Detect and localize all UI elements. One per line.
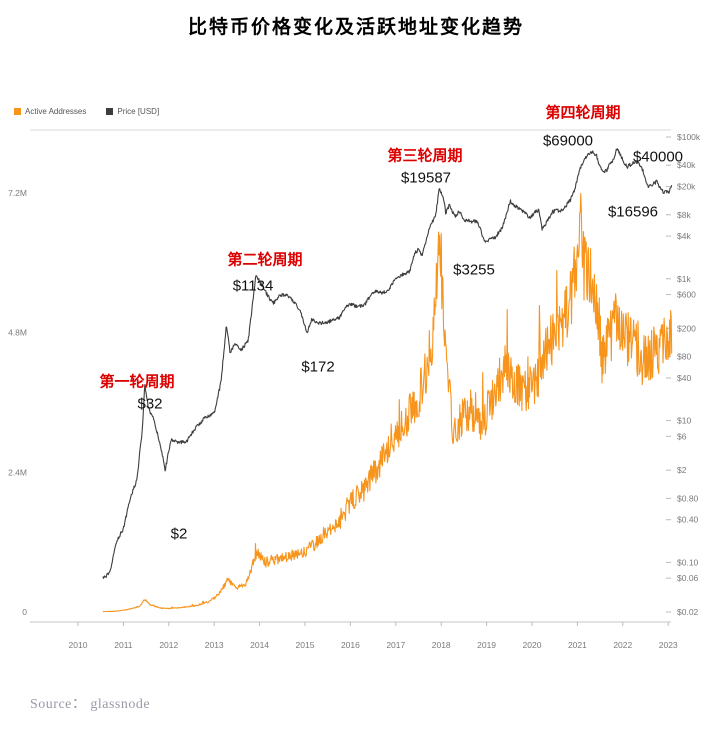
right-axis-label: $20k	[677, 182, 696, 192]
active-addresses-line	[102, 193, 673, 613]
x-axis-label: 2017	[386, 640, 405, 650]
right-axis-label: $80	[677, 352, 691, 362]
legend: Active Addresses Price [USD]	[14, 107, 159, 116]
right-axis-label: $8k	[677, 210, 691, 220]
right-axis-label: $40	[677, 373, 691, 383]
x-axis-label: 2013	[205, 640, 224, 650]
x-axis-label: 2016	[341, 640, 360, 650]
page-title: 比特币价格变化及活跃地址变化趋势	[187, 17, 524, 38]
left-axis-label: 4.8M	[8, 328, 27, 338]
right-axis-label: $100k	[677, 132, 701, 142]
right-axis-label: $1k	[677, 274, 691, 284]
legend-item-price: Price [USD]	[106, 107, 159, 116]
legend-item-active-addresses: Active Addresses	[14, 107, 86, 116]
left-axis-label: 2.4M	[8, 467, 27, 477]
right-axis-label: $6	[677, 431, 687, 441]
right-axis-label: $0.10	[677, 557, 699, 567]
x-axis-label: 2014	[250, 640, 269, 650]
right-axis-label: $600	[677, 290, 696, 300]
right-axis-label: $10	[677, 416, 691, 426]
x-axis-label: 2019	[477, 640, 496, 650]
right-axis-label: $0.40	[677, 515, 699, 525]
left-axis-label: 0	[22, 607, 27, 617]
x-axis-label: 2012	[159, 640, 178, 650]
x-axis-label: 2020	[523, 640, 542, 650]
right-axis-label: $0.02	[677, 607, 699, 617]
left-axis-label: 7.2M	[8, 188, 27, 198]
right-axis-label: $0.06	[677, 573, 699, 583]
right-axis-label: $4k	[677, 231, 691, 241]
legend-label-price: Price [USD]	[117, 107, 160, 116]
active-addresses-swatch-icon	[14, 108, 21, 115]
x-axis-label: 2023	[659, 640, 678, 650]
right-axis-label: $2	[677, 465, 687, 475]
legend-label-active-addresses: Active Addresses	[25, 107, 87, 116]
right-axis-label: $40k	[677, 160, 696, 170]
x-axis-label: 2022	[613, 640, 632, 650]
x-axis-label: 2021	[568, 640, 587, 650]
x-axis-label: 2018	[432, 640, 451, 650]
x-axis-label: 2010	[69, 640, 88, 650]
x-axis-label: 2015	[296, 640, 315, 650]
source-credit: Source： glassnode	[30, 697, 151, 712]
right-axis-label: $200	[677, 323, 696, 333]
price-line	[102, 148, 673, 579]
right-axis-label: $0.80	[677, 493, 699, 503]
x-axis-label: 2011	[114, 640, 133, 650]
price-swatch-icon	[106, 108, 114, 115]
